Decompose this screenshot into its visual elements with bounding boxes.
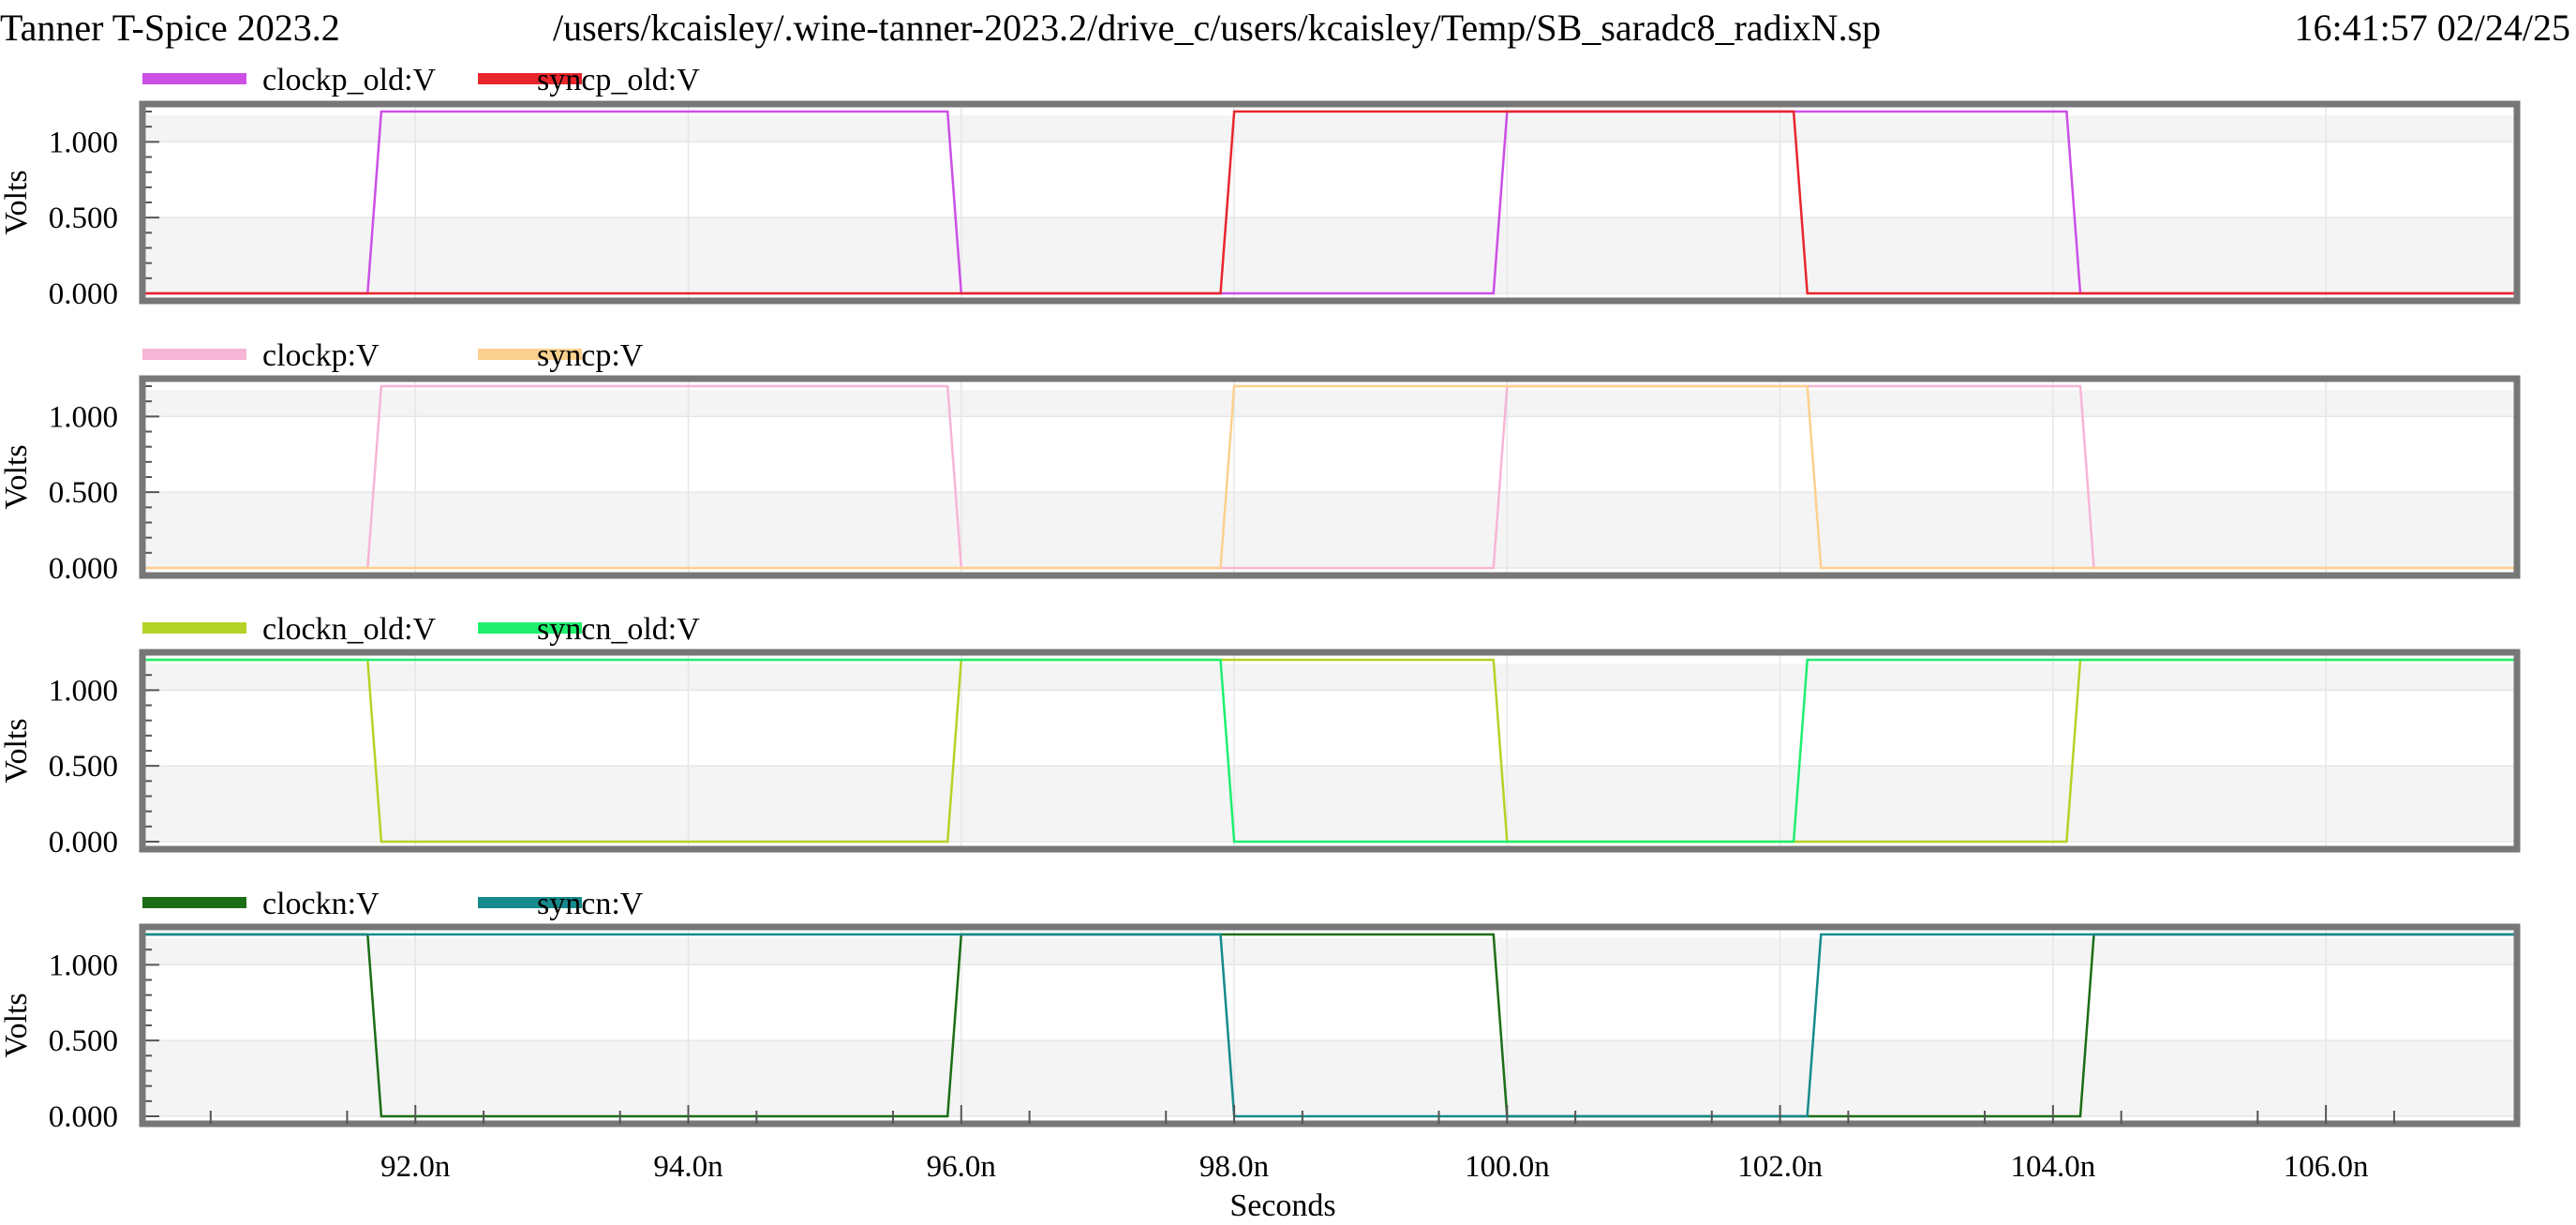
plot-frame: [139, 100, 2521, 305]
plot-band: [142, 938, 2517, 965]
plot-band: [142, 115, 2517, 142]
legend-label: syncn:V: [537, 887, 644, 921]
plot-band: [142, 390, 2517, 417]
plot-frame: [139, 923, 2521, 1128]
trace-clockn-old-v[interactable]: [142, 658, 2517, 844]
y-tick-label: 1.000: [49, 400, 118, 434]
legend-label: clockp:V: [262, 338, 380, 373]
y-tick-label: 0.000: [49, 1100, 118, 1134]
y-tick-label: 1.000: [49, 949, 118, 982]
file-path: /users/kcaisley/.wine-tanner-2023.2/driv…: [553, 7, 1882, 49]
y-tick-label: 0.500: [49, 750, 118, 784]
x-tick-label: 92.0n: [380, 1150, 450, 1184]
x-tick-label: 104.0n: [2010, 1150, 2095, 1184]
trace-clockn-v[interactable]: [142, 933, 2517, 1118]
plot-band: [142, 1040, 2517, 1116]
trace-clockp-old-v[interactable]: [142, 110, 2517, 295]
plot-band: [142, 492, 2517, 568]
x-tick-label: 98.0n: [1199, 1150, 1269, 1184]
y-tick-label: 0.000: [49, 277, 118, 311]
x-tick-label: 102.0n: [1737, 1150, 1823, 1184]
x-tick-label: 96.0n: [927, 1150, 996, 1184]
y-axis-title: Volts: [0, 444, 34, 509]
plot-band: [142, 664, 2517, 691]
trace-syncn-v[interactable]: [142, 933, 2517, 1118]
x-tick-label: 100.0n: [1465, 1150, 1550, 1184]
plot-frame: [139, 649, 2521, 853]
legend-label: clockp_old:V: [262, 63, 437, 97]
window-header: Tanner T-Spice 2023.2 /users/kcaisley/.w…: [0, 0, 2576, 60]
legend-label: syncp_old:V: [537, 63, 700, 97]
y-tick-label: 0.500: [49, 202, 118, 235]
legend-label: clockn_old:V: [262, 612, 437, 647]
plot-frame: [139, 375, 2521, 579]
y-axis-title: Volts: [0, 993, 34, 1057]
plot-band: [142, 217, 2517, 293]
legend-label: syncp:V: [537, 338, 644, 373]
trace-syncp-v[interactable]: [142, 384, 2517, 570]
legend-label: clockn:V: [262, 887, 380, 921]
x-axis-title: Seconds: [1229, 1188, 1335, 1223]
y-tick-label: 0.000: [49, 552, 118, 586]
y-tick-label: 0.500: [49, 1024, 118, 1058]
y-axis-title: Volts: [0, 718, 34, 783]
trace-clockp-v[interactable]: [142, 384, 2517, 570]
x-tick-label: 106.0n: [2284, 1150, 2369, 1184]
y-axis-title: Volts: [0, 170, 34, 234]
app-title: Tanner T-Spice 2023.2: [0, 7, 340, 49]
y-tick-label: 0.000: [49, 826, 118, 859]
timestamp: 16:41:57 02/24/25: [2294, 7, 2570, 49]
trace-syncn-old-v[interactable]: [142, 658, 2517, 844]
x-tick-label: 94.0n: [653, 1150, 722, 1184]
plot-band: [142, 766, 2517, 842]
y-tick-label: 1.000: [49, 126, 118, 159]
y-tick-label: 0.500: [49, 476, 118, 510]
y-tick-label: 1.000: [49, 674, 118, 708]
legend-label: syncn_old:V: [537, 612, 700, 647]
trace-syncp-old-v[interactable]: [142, 110, 2517, 295]
